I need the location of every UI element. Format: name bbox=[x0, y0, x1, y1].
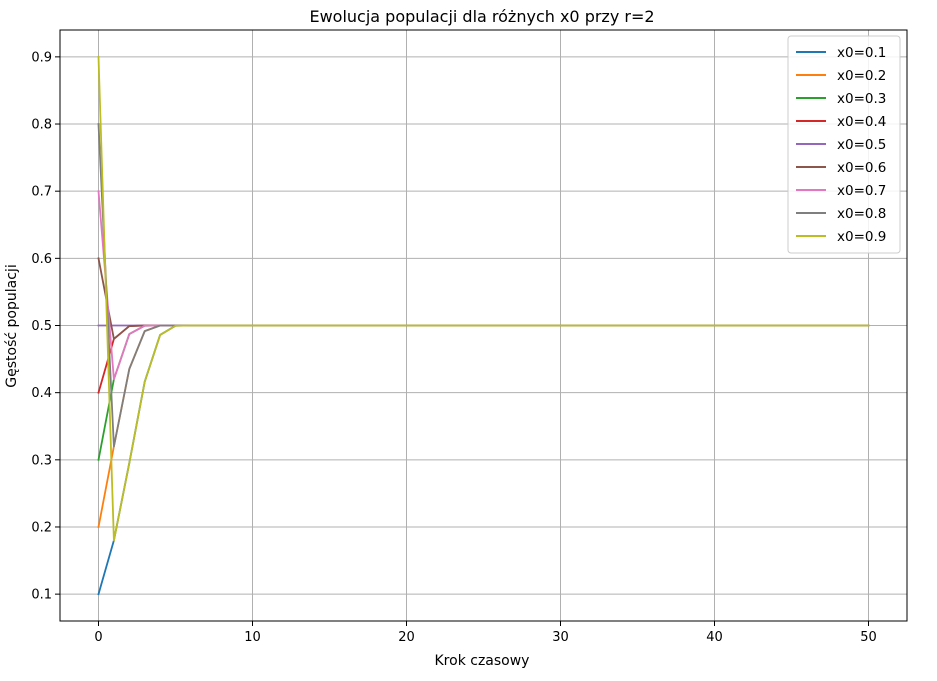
legend-label: x0=0.1 bbox=[837, 45, 886, 61]
y-tick-label: 0.4 bbox=[31, 386, 52, 401]
legend-label: x0=0.5 bbox=[837, 137, 886, 153]
series-line bbox=[97, 257, 870, 340]
x-tick-label: 50 bbox=[860, 630, 877, 645]
y-tick-label: 0.2 bbox=[31, 520, 52, 535]
y-axis-label: Gęstość populacji bbox=[4, 264, 20, 387]
series-line bbox=[97, 324, 870, 394]
x-tick-label: 0 bbox=[94, 630, 102, 645]
y-tick-label: 0.8 bbox=[31, 118, 52, 133]
legend-label: x0=0.2 bbox=[837, 68, 886, 84]
series-line bbox=[97, 190, 870, 381]
y-tick-label: 0.6 bbox=[31, 252, 52, 267]
y-ticks: 0.1 0.2 0.3 0.4 0.5 0.6 0.7 0.8 0.9 bbox=[31, 50, 60, 603]
series-line bbox=[97, 55, 870, 542]
y-tick-label: 0.3 bbox=[31, 453, 52, 468]
legend-label: x0=0.8 bbox=[837, 206, 886, 222]
x-tick-label: 40 bbox=[706, 630, 723, 645]
x-tick-label: 20 bbox=[398, 630, 415, 645]
x-axis-label: Krok czasowy bbox=[435, 653, 530, 669]
series-line bbox=[97, 324, 870, 529]
legend-label: x0=0.6 bbox=[837, 160, 886, 176]
legend-label: x0=0.4 bbox=[837, 114, 886, 130]
x-tick-label: 10 bbox=[244, 630, 261, 645]
legend-label: x0=0.9 bbox=[837, 229, 886, 245]
y-tick-label: 0.1 bbox=[31, 588, 52, 603]
legend: x0=0.1 x0=0.2 x0=0.3 x0=0.4 x0=0.5 x0=0.6 x0=0… bbox=[787, 35, 901, 254]
y-tick-label: 0.5 bbox=[31, 319, 52, 334]
chart-title: Ewolucja populacji dla różnych x0 przy r… bbox=[309, 7, 654, 26]
legend-label: x0=0.7 bbox=[837, 183, 886, 199]
x-tick-label: 30 bbox=[552, 630, 569, 645]
x-ticks: 0 10 20 30 40 50 bbox=[94, 621, 877, 645]
legend-box bbox=[787, 35, 901, 254]
plot-lines bbox=[97, 55, 870, 596]
series-line bbox=[97, 123, 870, 448]
legend-label: x0=0.3 bbox=[837, 91, 886, 107]
y-tick-label: 0.9 bbox=[31, 50, 52, 65]
y-tick-label: 0.7 bbox=[31, 185, 52, 200]
